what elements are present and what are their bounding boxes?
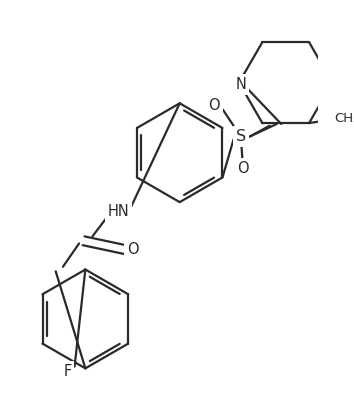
Text: O: O [208,98,219,113]
Text: CH₃: CH₃ [335,112,354,125]
Text: O: O [237,162,249,176]
Text: F: F [63,364,72,379]
Text: O: O [127,242,139,257]
Text: N: N [235,77,246,92]
Text: S: S [236,129,246,144]
Text: HN: HN [108,204,130,219]
